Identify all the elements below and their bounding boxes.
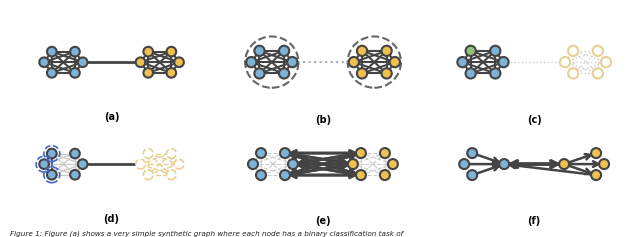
Circle shape — [143, 47, 153, 56]
Circle shape — [136, 159, 145, 169]
Circle shape — [599, 159, 609, 169]
Circle shape — [70, 149, 80, 158]
Circle shape — [143, 68, 153, 78]
Circle shape — [591, 148, 601, 158]
Circle shape — [380, 148, 390, 158]
Circle shape — [568, 68, 579, 78]
Circle shape — [458, 57, 468, 67]
Circle shape — [356, 148, 366, 158]
Text: (c): (c) — [527, 115, 541, 125]
Circle shape — [256, 148, 266, 158]
Circle shape — [465, 46, 476, 56]
Circle shape — [490, 68, 500, 78]
Circle shape — [490, 46, 500, 56]
Circle shape — [568, 46, 579, 56]
Circle shape — [70, 68, 80, 78]
Circle shape — [591, 170, 601, 180]
Circle shape — [256, 170, 266, 180]
Circle shape — [47, 47, 56, 56]
Circle shape — [357, 68, 367, 78]
Circle shape — [288, 159, 298, 169]
Circle shape — [357, 46, 367, 56]
Circle shape — [166, 170, 176, 180]
Circle shape — [381, 46, 392, 56]
Circle shape — [248, 159, 258, 169]
Circle shape — [348, 159, 358, 169]
Circle shape — [47, 170, 56, 180]
Circle shape — [380, 170, 390, 180]
Circle shape — [356, 170, 366, 180]
Circle shape — [593, 68, 603, 78]
Circle shape — [143, 149, 153, 158]
Circle shape — [136, 57, 145, 67]
Circle shape — [388, 159, 398, 169]
Circle shape — [70, 170, 80, 180]
Circle shape — [47, 68, 56, 78]
Circle shape — [280, 170, 290, 180]
Circle shape — [559, 159, 569, 169]
Circle shape — [287, 57, 298, 67]
Text: (b): (b) — [315, 115, 331, 125]
Circle shape — [560, 57, 570, 67]
Text: (e): (e) — [315, 216, 331, 226]
Text: (d): (d) — [104, 214, 120, 224]
Text: Figure 1: Figure (a) shows a very simple synthetic graph where each node has a b: Figure 1: Figure (a) shows a very simple… — [10, 230, 403, 237]
Circle shape — [279, 46, 289, 56]
Circle shape — [381, 68, 392, 78]
Circle shape — [166, 149, 176, 158]
Text: (f): (f) — [527, 216, 541, 226]
Circle shape — [174, 57, 184, 67]
Circle shape — [593, 46, 603, 56]
Circle shape — [459, 159, 469, 169]
Text: (a): (a) — [104, 112, 119, 122]
Circle shape — [499, 57, 509, 67]
Circle shape — [465, 68, 476, 78]
Circle shape — [70, 47, 80, 56]
Circle shape — [601, 57, 611, 67]
Circle shape — [246, 57, 257, 67]
Circle shape — [166, 47, 176, 56]
Circle shape — [280, 148, 290, 158]
Circle shape — [467, 148, 477, 158]
Circle shape — [254, 68, 264, 78]
Circle shape — [254, 46, 264, 56]
Circle shape — [499, 159, 509, 169]
Circle shape — [174, 159, 184, 169]
Circle shape — [349, 57, 359, 67]
Circle shape — [78, 159, 88, 169]
Circle shape — [47, 149, 56, 158]
Circle shape — [390, 57, 400, 67]
Circle shape — [39, 57, 49, 67]
Circle shape — [39, 159, 49, 169]
Circle shape — [78, 57, 88, 67]
Circle shape — [143, 170, 153, 180]
Circle shape — [467, 170, 477, 180]
Circle shape — [279, 68, 289, 78]
Circle shape — [166, 68, 176, 78]
